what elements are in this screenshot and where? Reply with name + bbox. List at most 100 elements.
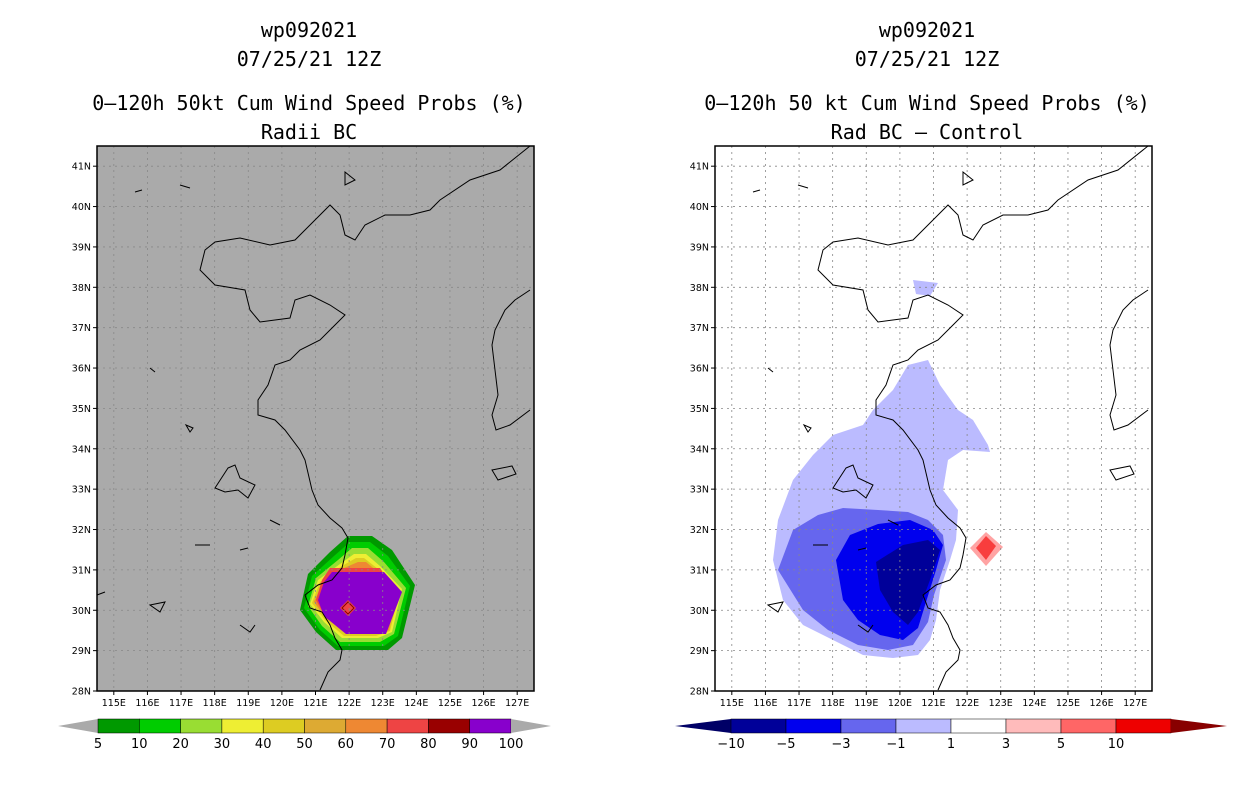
colorbar-low-triangle: [675, 719, 731, 733]
colorbar-box: [840, 718, 897, 734]
lon-label: 118E: [203, 698, 227, 709]
lon-label: 120E: [888, 698, 912, 709]
right-lon-labels: 115E 116E 117E 118E 119E 120E 121E 122E 123E 124E…: [720, 691, 1147, 709]
lat-label: 37N: [72, 323, 91, 334]
left-coastline: [96, 145, 531, 691]
colorbar-label: 10: [131, 737, 148, 752]
colorbar-label: 5: [94, 737, 102, 752]
right-gridlines: [715, 146, 1152, 691]
left-probability-swath: [300, 536, 415, 650]
colorbar-box: [428, 718, 470, 734]
colorbar-box: [785, 718, 842, 734]
colorbar-high-triangle: [511, 719, 551, 733]
lat-label: 34N: [690, 444, 709, 455]
colorbar-label: −10: [717, 737, 744, 752]
lon-label: 117E: [787, 698, 811, 709]
colorbar-box: [895, 718, 952, 734]
colorbar-box: [386, 718, 429, 734]
lat-label: 33N: [72, 485, 91, 496]
colorbar-box: [262, 718, 305, 734]
lon-label: 127E: [505, 698, 529, 709]
lon-label: 124E: [404, 698, 428, 709]
right-lat-labels: 41N 40N 39N 38N 37N 36N 35N 34N 33N 32N 31N 30N 29N 2…: [690, 162, 715, 698]
lon-label: 115E: [720, 698, 744, 709]
lat-label: 41N: [72, 162, 91, 173]
left-panel: wp092021 07/25/21 12Z 0–120h 50kt Cum Wi…: [58, 18, 551, 752]
lat-label: 32N: [690, 525, 709, 536]
colorbar-box: [304, 718, 347, 734]
lon-label: 119E: [854, 698, 878, 709]
lat-label: 40N: [690, 202, 709, 213]
colorbar-box: [469, 718, 512, 734]
lon-label: 118E: [821, 698, 845, 709]
colorbar-label: 70: [379, 737, 396, 752]
lat-label: 32N: [72, 525, 91, 536]
lat-label: 29N: [690, 646, 709, 657]
lon-label: 123E: [371, 698, 395, 709]
left-map: 41N 40N 39N 38N 37N 36N 35N 34N 33N 32N 31N 30N 29N 2…: [72, 145, 535, 709]
right-map: 41N 40N 39N 38N 37N 36N 35N 34N 33N 32N 31N 30N 29N 2…: [690, 145, 1153, 709]
lat-label: 36N: [72, 364, 91, 375]
right-coastline: [752, 145, 1149, 691]
left-lat-labels: 41N 40N 39N 38N 37N 36N 35N 34N 33N 32N 31N 30N 29N 2…: [72, 162, 97, 698]
colorbar-label: 3: [1002, 737, 1010, 752]
colorbar-box: [180, 718, 223, 734]
right-difference-field: [773, 280, 1003, 658]
lat-label: 28N: [72, 687, 91, 698]
lat-label: 41N: [690, 162, 709, 173]
left-colorbar: 5 10 20 30 40 50 60 70 80 90 100: [58, 718, 551, 752]
lat-label: 29N: [72, 646, 91, 657]
lat-label: 37N: [690, 323, 709, 334]
lon-label: 127E: [1123, 698, 1147, 709]
colorbar-label: 60: [338, 737, 355, 752]
colorbar-box: [221, 718, 264, 734]
lon-label: 121E: [303, 698, 327, 709]
lat-label: 40N: [72, 202, 91, 213]
colorbar-label: 40: [255, 737, 272, 752]
colorbar-box: [950, 718, 1007, 734]
left-title-product: 0–120h 50kt Cum Wind Speed Probs (%): [92, 91, 526, 115]
lat-label: 30N: [72, 606, 91, 617]
lon-label: 119E: [236, 698, 260, 709]
colorbar-box: [1005, 718, 1062, 734]
colorbar-label: −3: [831, 737, 850, 752]
lat-label: 39N: [72, 242, 91, 253]
lon-label: 122E: [955, 698, 979, 709]
colorbar-box: [730, 718, 787, 734]
colorbar-label: 50: [296, 737, 313, 752]
lat-label: 36N: [690, 364, 709, 375]
right-title-storm: wp092021: [878, 18, 976, 42]
right-colorbar: −10 −5 −3 −1 1 3 5 10: [675, 718, 1227, 752]
lon-label: 120E: [270, 698, 294, 709]
colorbar-box: [139, 718, 181, 734]
lon-label: 125E: [438, 698, 462, 709]
left-title-storm: wp092021: [260, 18, 358, 42]
lon-label: 117E: [169, 698, 193, 709]
left-lon-labels: 115E 116E 117E 118E 119E 120E 121E 122E 123E 124E…: [102, 691, 529, 709]
right-title-subtitle: Rad BC – Control: [830, 120, 1024, 144]
lat-label: 34N: [72, 444, 91, 455]
lon-label: 116E: [135, 698, 159, 709]
colorbar-label: 30: [214, 737, 231, 752]
colorbar-box: [345, 718, 388, 734]
colorbar-label: −1: [886, 737, 905, 752]
right-panel: wp092021 07/25/21 12Z 0–120h 50 kt Cum W…: [618, 0, 1236, 800]
lat-label: 33N: [690, 485, 709, 496]
colorbar-label: 100: [499, 737, 524, 752]
colorbar-label: 20: [172, 737, 189, 752]
colorbar-box: [97, 718, 140, 734]
lat-label: 38N: [72, 283, 91, 294]
colorbar-box: [1115, 718, 1172, 734]
lat-label: 30N: [690, 606, 709, 617]
colorbar-label: −5: [776, 737, 795, 752]
lat-label: 35N: [72, 404, 91, 415]
lat-label: 35N: [690, 404, 709, 415]
lon-label: 115E: [102, 698, 126, 709]
lat-label: 31N: [690, 565, 709, 576]
colorbar-label: 5: [1057, 737, 1065, 752]
lat-label: 31N: [72, 565, 91, 576]
colorbar-label: 90: [461, 737, 478, 752]
colorbar-label: 10: [1108, 737, 1125, 752]
lon-label: 124E: [1022, 698, 1046, 709]
colorbar-label: 1: [947, 737, 955, 752]
